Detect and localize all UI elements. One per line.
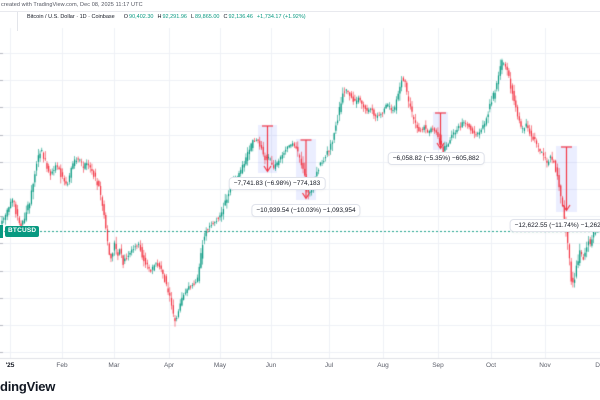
symbol-title[interactable]: Bitcoin / U.S. Dollar · 1D · Coinbase bbox=[27, 14, 115, 20]
x-axis-label: Mar bbox=[108, 362, 120, 369]
x-axis-label: Dec bbox=[595, 362, 600, 369]
ohlc-label: O bbox=[123, 14, 129, 20]
price-range-label[interactable]: −12,622.55 (−11.74%) −1,262,255 bbox=[509, 219, 600, 233]
ohlc-value: 92,136.46 bbox=[228, 14, 253, 20]
x-axis-label: Jul bbox=[324, 362, 334, 369]
time-axis[interactable]: '25 Feb Mar Apr May Jun Jul Aug Sep Oct Nov Dec bbox=[0, 359, 600, 375]
x-axis-label: '25 bbox=[5, 362, 15, 369]
ohlc-values: O90,402.30 H92,291.96 L89,865.00 C92,136.46 bbox=[120, 14, 253, 20]
symbol-legend: Bitcoin / U.S. Dollar · 1D · Coinbase O9… bbox=[27, 14, 306, 20]
ohlc-value: 90,402.30 bbox=[129, 14, 154, 20]
x-axis-label: Aug bbox=[377, 362, 389, 369]
price-range-label[interactable]: −6,058.82 (−5.35%) −605,882 bbox=[387, 152, 485, 166]
x-axis-label: Nov bbox=[539, 362, 551, 369]
ohlc-label: L bbox=[190, 14, 194, 20]
price-scale-stub bbox=[0, 225, 3, 238]
x-axis-label: Sep bbox=[432, 362, 444, 369]
price-line-badge[interactable]: BTCUSD bbox=[5, 226, 40, 237]
ohlc-label: H bbox=[157, 14, 162, 20]
attribution-text: created with TradingView.com, Dec 08, 20… bbox=[1, 2, 143, 8]
x-axis-label: Jun bbox=[265, 362, 277, 369]
ohlc-value: 92,291.96 bbox=[162, 14, 187, 20]
x-axis-label: Apr bbox=[163, 362, 175, 369]
tradingview-logo[interactable]: dingView bbox=[0, 379, 56, 394]
price-range-label[interactable]: −10,939.54 (−10.03%) −1,093,954 bbox=[251, 204, 361, 218]
header-separator bbox=[0, 11, 600, 12]
ohlc-value: 89,865.00 bbox=[195, 14, 220, 20]
change-value: +1,734.17 (+1.92%) bbox=[256, 14, 306, 20]
price-range-label[interactable]: −7,741.83 (−6.98%) −774,183 bbox=[228, 177, 326, 191]
legend-divider bbox=[17, 12, 18, 31]
x-axis-label: May bbox=[213, 362, 227, 369]
x-axis-label: Feb bbox=[56, 362, 68, 369]
ohlc-label: C bbox=[223, 14, 228, 20]
x-axis-label: Oct bbox=[485, 362, 497, 369]
